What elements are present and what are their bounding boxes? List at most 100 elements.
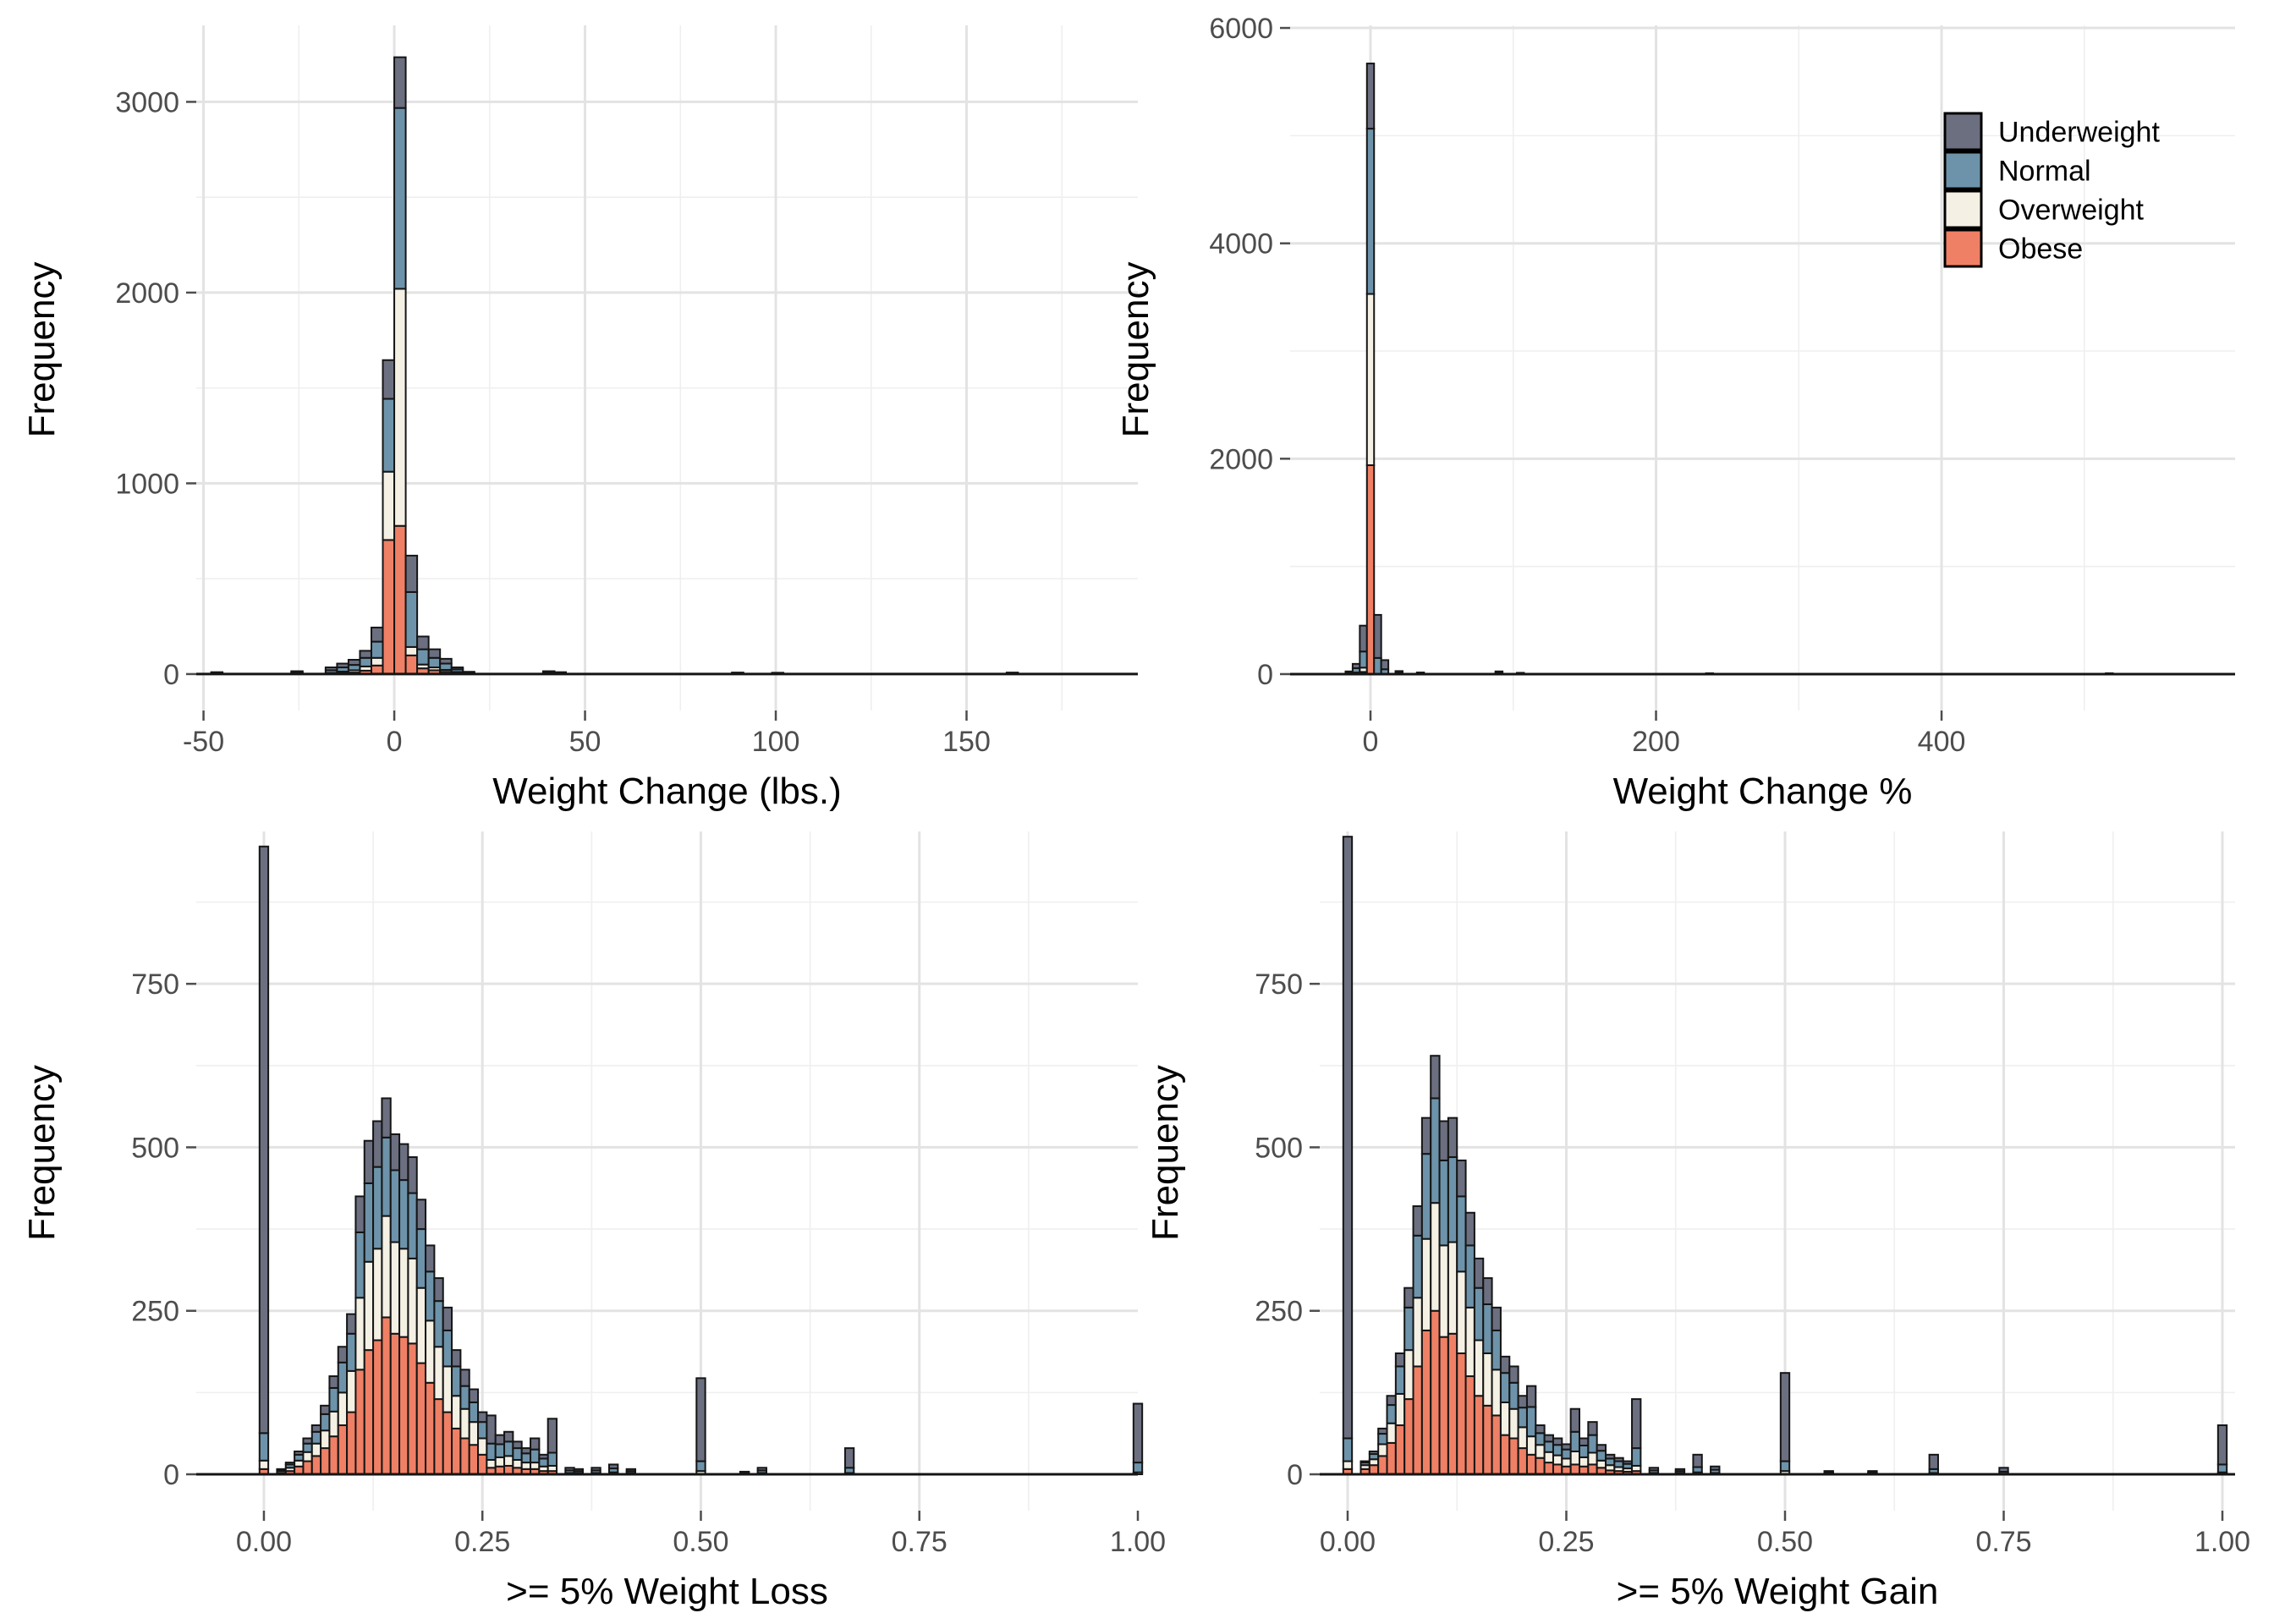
bar-segment-normal <box>494 1443 506 1458</box>
bar-segment-obese <box>346 1411 357 1476</box>
bar-segment-normal <box>2216 1463 2228 1473</box>
bar-segment-normal <box>393 107 407 290</box>
bar-segment-normal <box>451 1365 462 1397</box>
bar-segment-underweight <box>1394 670 1403 674</box>
bar-segment-overweight <box>494 1456 506 1468</box>
bar-segment-underweight <box>1692 1453 1703 1468</box>
bar-segment-obese <box>415 1362 427 1476</box>
bar-segment-normal <box>427 656 442 669</box>
bar-segment-overweight <box>1508 1407 1519 1440</box>
bar-segment-underweight <box>1779 1372 1791 1462</box>
bar-segment-overweight <box>520 1462 532 1470</box>
bar-segment-underweight <box>1473 1257 1485 1289</box>
bar-segment-underweight <box>1342 836 1354 1440</box>
bar-segment-normal <box>389 1169 401 1243</box>
bar-segment-obese <box>477 1453 488 1476</box>
bar-segment-underweight <box>1373 613 1382 659</box>
axis-ticks <box>1280 26 1943 721</box>
y-axis-title: Frequency <box>1145 1065 1186 1241</box>
bar-segment-underweight <box>427 648 442 659</box>
bar-segment-underweight <box>1535 1424 1546 1435</box>
bar-segment-underweight <box>354 1195 365 1233</box>
bar-segment-overweight <box>258 1459 270 1470</box>
x-tick-label: 1.00 <box>1110 1526 1166 1558</box>
bar-segment-obese <box>459 1437 470 1476</box>
bar-segment-overweight <box>1394 1392 1406 1427</box>
x-tick-label: -50 <box>183 726 224 758</box>
y-tick-label: 2000 <box>115 277 179 310</box>
bar-segment-normal <box>1779 1460 1791 1473</box>
bar-segment-underweight <box>1412 1205 1423 1237</box>
bar-segment-normal <box>1517 1407 1528 1429</box>
bar-segment-normal <box>547 1451 558 1467</box>
bar-segment-overweight <box>1499 1401 1511 1436</box>
bar-segment-underweight <box>1482 1277 1493 1305</box>
bar-segment-underweight <box>290 670 304 674</box>
legend-key-overweight <box>1943 189 1983 229</box>
histogram-bars <box>1342 836 2228 1476</box>
bar-segment-underweight <box>389 1133 401 1171</box>
bar-segment-overweight <box>1561 1457 1572 1468</box>
bar-segment-normal <box>1561 1448 1572 1460</box>
bar-segment-underweight <box>450 667 464 671</box>
bar-segment-overweight <box>1525 1435 1537 1456</box>
bar-segment-normal <box>442 1329 453 1368</box>
bar-segment-underweight <box>1132 1402 1144 1464</box>
bar-segment-normal <box>1438 1159 1449 1247</box>
bar-segment-obese <box>337 1424 349 1476</box>
bar-segment-obese <box>328 1435 339 1476</box>
bar-segment-normal <box>1420 1153 1432 1240</box>
bar-segment-normal <box>302 1442 313 1453</box>
y-tick-label: 750 <box>1255 968 1303 1001</box>
bar-segment-obese <box>310 1455 322 1476</box>
x-axis-title: Weight Change % <box>1613 771 1913 812</box>
bar-segment-overweight <box>302 1451 313 1462</box>
y-tick-label: 0 <box>163 659 179 691</box>
bar-segment-overweight <box>346 1369 357 1413</box>
bar-segment-obese <box>442 1411 453 1476</box>
bar-segment-underweight <box>1631 1398 1642 1450</box>
bar-segment-overweight <box>407 1257 418 1345</box>
bar-segment-underweight <box>468 1388 480 1403</box>
bar-segment-overweight <box>1517 1426 1528 1450</box>
bar-segment-normal <box>258 1432 270 1462</box>
bar-segment-underweight <box>1867 1470 1878 1473</box>
x-axis-title: Weight Change (lbs.) <box>492 771 842 812</box>
bar-segment-overweight <box>1473 1339 1485 1397</box>
bar-segment-normal <box>1535 1432 1546 1446</box>
bar-segment-overweight <box>389 1241 401 1335</box>
bar-segment-obese <box>468 1444 480 1476</box>
bar-segment-underweight <box>1359 1460 1370 1464</box>
bar-segment-underweight <box>1499 1355 1511 1374</box>
bar-segment-normal <box>346 1332 357 1372</box>
bar-segment-normal <box>382 398 396 473</box>
bar-segment-normal <box>1447 1156 1458 1243</box>
bar-segment-underweight <box>1552 1437 1563 1446</box>
bar-segment-underweight <box>1380 659 1390 671</box>
bar-segment-overweight <box>370 656 384 667</box>
bar-segment-normal <box>337 1361 349 1394</box>
bar-segment-underweight <box>503 1430 514 1443</box>
bar-segment-overweight <box>1430 1202 1441 1312</box>
bar-segment-underweight <box>1420 1116 1432 1155</box>
bar-segment-normal <box>1464 1244 1475 1309</box>
bar-segment-obese <box>1368 1464 1380 1476</box>
legend-key-normal <box>1943 151 1983 190</box>
bar-segment-obese <box>1430 1309 1441 1476</box>
bar-segment-obese <box>1552 1463 1563 1476</box>
bar-segment-overweight <box>1412 1297 1423 1368</box>
bar-segment-obese <box>451 1427 462 1476</box>
bar-segment-obese <box>393 524 407 675</box>
bar-segment-overweight <box>354 1297 365 1371</box>
axis-ticks <box>1310 982 2224 1521</box>
bar-segment-normal <box>398 1179 409 1250</box>
bar-segment-underweight <box>393 56 407 109</box>
bar-segment-underweight <box>477 1411 488 1424</box>
bar-segment-overweight <box>1464 1306 1475 1378</box>
bar-segment-underweight <box>1508 1365 1519 1384</box>
bar-segment-obese <box>372 1339 383 1476</box>
bar-segment-normal <box>1508 1381 1519 1410</box>
bar-segment-underweight <box>530 1437 541 1451</box>
bar-segment-obese <box>1543 1462 1554 1476</box>
